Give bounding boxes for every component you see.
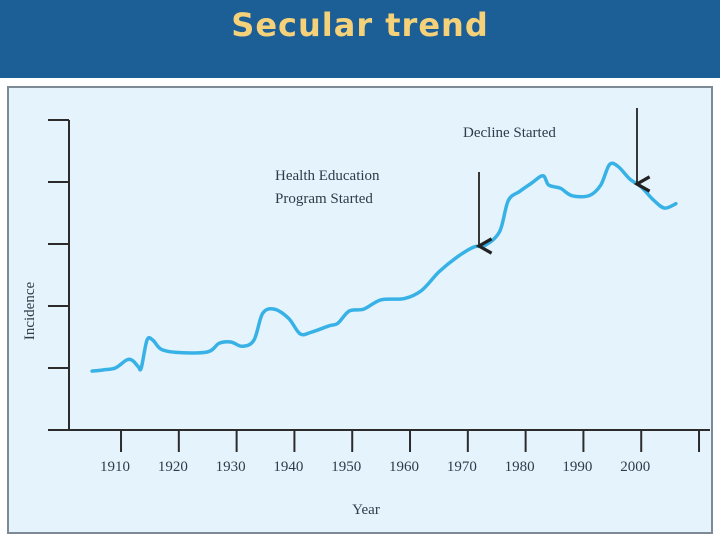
title-bar: Secular trend bbox=[0, 0, 720, 78]
x-ticks bbox=[120, 430, 701, 452]
annotation-health-education-line1: Health Education bbox=[275, 168, 380, 184]
annotation-health-education-line2: Program Started bbox=[275, 191, 373, 207]
annotation-decline-started: Decline Started bbox=[463, 125, 556, 141]
slide-title: Secular trend bbox=[231, 6, 489, 44]
x-tick-label: 1980 bbox=[505, 459, 535, 475]
x-tick-label: 1950 bbox=[331, 459, 361, 475]
x-tick-label: 2000 bbox=[620, 459, 650, 475]
y-ticks bbox=[48, 119, 69, 431]
x-axis-label: Year bbox=[352, 502, 380, 518]
x-tick-label: 1920 bbox=[158, 459, 188, 475]
x-tick-label: 1940 bbox=[273, 459, 303, 475]
x-tick-label: 1990 bbox=[562, 459, 592, 475]
axes bbox=[48, 120, 710, 431]
x-tick-label: 1910 bbox=[100, 459, 130, 475]
y-axis-label: Incidence bbox=[22, 282, 38, 341]
series-line-incidence bbox=[90, 161, 678, 373]
x-tick-label: 1930 bbox=[216, 459, 246, 475]
x-tick-label: 1970 bbox=[447, 459, 477, 475]
x-tick-labels: 1910 1920 1930 1940 1950 1960 1970 1980 1990 2000 bbox=[100, 459, 650, 475]
x-tick-label: 1960 bbox=[389, 459, 419, 475]
